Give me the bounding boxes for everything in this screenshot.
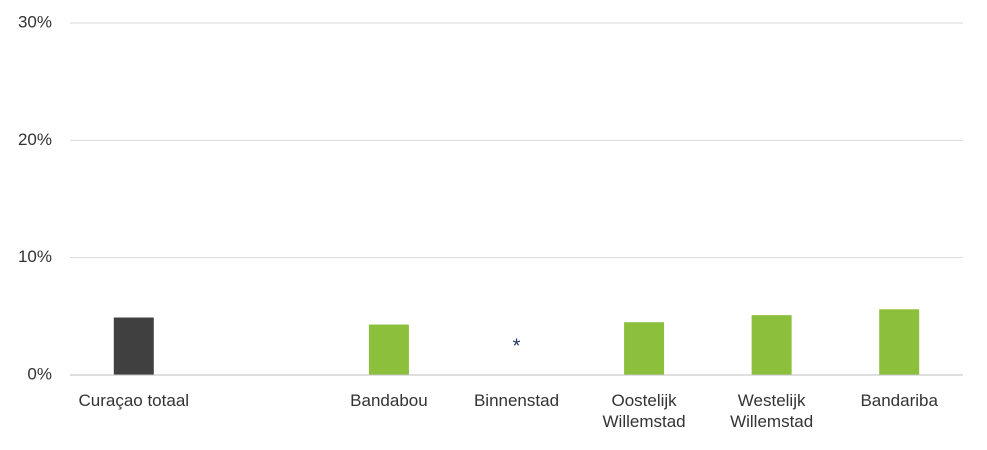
bar <box>751 315 792 375</box>
bar <box>624 322 665 375</box>
x-tick-label: Binnenstad <box>473 391 560 410</box>
x-tick-label: Bandabou <box>350 391 428 410</box>
y-tick-label: 20% <box>18 130 52 149</box>
bar <box>368 324 409 375</box>
value-label: * <box>513 335 521 357</box>
x-tick-label: Oostelijk Willemstad <box>602 391 686 431</box>
y-tick-label: 10% <box>18 247 52 266</box>
bar <box>113 317 154 375</box>
x-tick-label: Bandariba <box>860 391 938 410</box>
x-tick-label: Curaçao totaal <box>78 391 190 410</box>
y-tick-label: 0% <box>27 364 52 383</box>
x-tick-label: Westelijk Willemstad <box>730 391 814 431</box>
y-tick-label: 30% <box>18 12 52 31</box>
bar <box>879 309 920 375</box>
